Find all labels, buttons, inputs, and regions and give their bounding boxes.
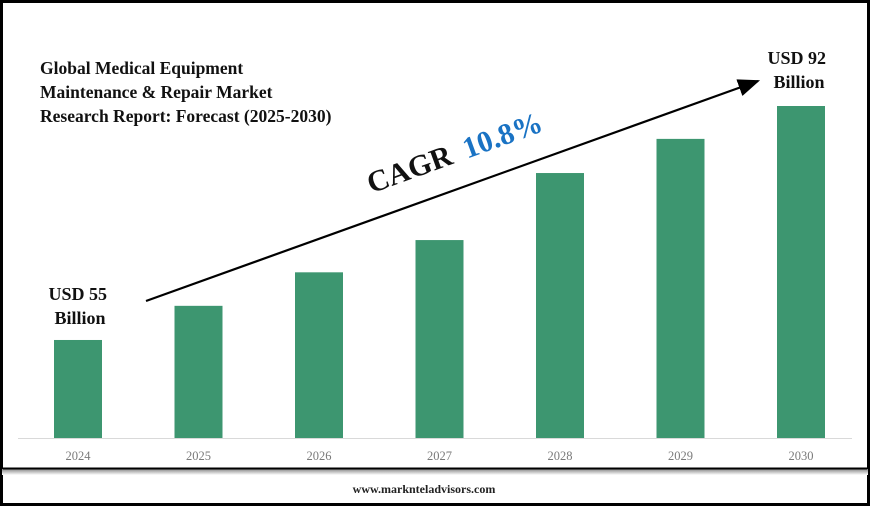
bar-2026 [295,272,343,438]
bar-2028 [536,173,584,438]
x-tick-label: 2029 [668,449,693,463]
chart-title: Global Medical Equipment Maintenance & R… [40,58,332,126]
bar-2025 [174,305,223,438]
x-tick-label: 2028 [548,449,573,463]
x-tick-label: 2024 [66,449,92,463]
cagr-annotation: CAGR 10.8% [362,106,547,200]
x-ticks: 2024 2025 2026 2027 2028 2029 2030 [66,449,814,463]
bar-2030 [777,106,825,438]
panel-shadow [2,469,868,475]
footer-website: www.marknteladvisors.com [353,482,496,496]
bars [54,106,825,439]
bar-2024 [54,339,102,438]
x-tick-label: 2027 [427,449,452,463]
bar-2027 [415,240,464,438]
x-tick-label: 2026 [307,449,332,463]
bar-2029 [656,138,705,439]
growth-arrow [145,79,761,303]
x-tick-label: 2025 [186,449,211,463]
end-value-label: USD 92 Billion [767,48,830,92]
x-tick-label: 2030 [789,449,814,463]
start-value-label: USD 55 Billion [48,284,111,328]
